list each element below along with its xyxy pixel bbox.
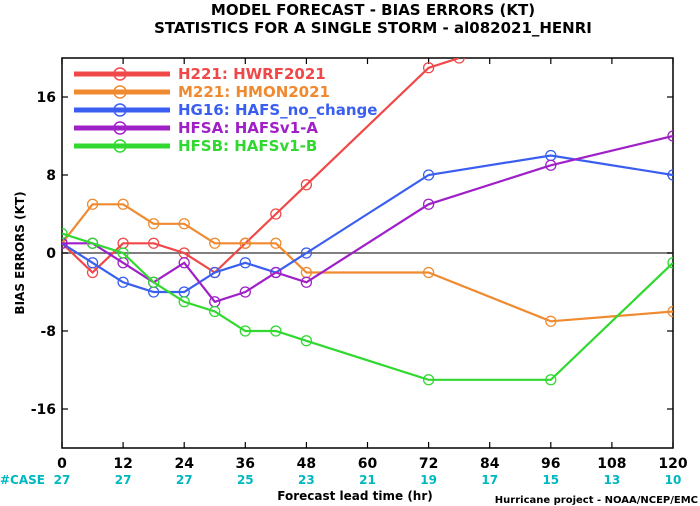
data-point [300, 247, 313, 259]
data-point [178, 257, 190, 269]
case-counts: 27 27 27 25 23 21 19 17 15 13 10 [54, 473, 682, 487]
series-line [62, 134, 673, 304]
series-line [62, 232, 673, 381]
legend-label: H221: HWRF2021 [178, 65, 326, 83]
x-tick-label: 108 [597, 456, 626, 472]
data-point [86, 237, 99, 249]
data-point [300, 276, 313, 288]
x-tick-label: 96 [541, 456, 560, 472]
case-count: 10 [665, 473, 682, 487]
x-tick-label: 60 [358, 456, 378, 472]
series-2 [62, 149, 673, 298]
data-point [453, 58, 465, 64]
case-count: 27 [54, 473, 71, 487]
series-line [62, 154, 673, 294]
y-tick-label: 16 [37, 90, 56, 106]
x-tick-label: 72 [419, 456, 438, 472]
data-point [147, 218, 160, 230]
chart-subtitle: STATISTICS FOR A SINGLE STORM - al082021… [154, 19, 592, 37]
credit-text: Hurricane project - NOAA/NCEP/EMC [495, 495, 698, 506]
data-point [545, 159, 557, 171]
y-tick-label: 8 [46, 168, 56, 184]
data-point [209, 266, 221, 279]
x-tick-label: 48 [297, 456, 316, 472]
x-tick-label: 120 [658, 456, 687, 472]
case-count: 19 [420, 473, 437, 487]
data-point [178, 296, 190, 308]
data-point [270, 325, 282, 337]
data-point [117, 276, 129, 288]
x-tick-label: 0 [57, 456, 67, 472]
case-count: 17 [481, 473, 498, 487]
data-point [239, 286, 251, 298]
legend-label: HFSB: HAFSv1-B [178, 137, 317, 155]
data-point [300, 335, 313, 347]
series-line [62, 203, 673, 323]
x-tick-label: 36 [236, 456, 255, 472]
case-count: 27 [176, 473, 193, 487]
case-count: 23 [298, 473, 315, 487]
legend-marker [113, 85, 127, 99]
series-3 [62, 130, 673, 308]
legend-marker [113, 121, 127, 135]
y-tick-label: 0 [46, 246, 56, 262]
case-label: #CASE [0, 473, 45, 487]
legend-marker [113, 67, 127, 81]
legend-label: M221: HMON2021 [178, 83, 330, 101]
data-point [422, 62, 435, 74]
data-point [667, 130, 673, 142]
data-point [147, 237, 160, 249]
data-point [270, 266, 282, 279]
data-point [117, 247, 129, 259]
data-point [147, 276, 160, 288]
legend-label: HFSA: HAFSv1-A [178, 119, 318, 137]
data-point [270, 237, 282, 249]
data-point [422, 266, 435, 279]
data-point [86, 198, 99, 210]
data-point [62, 227, 68, 240]
chart-title: MODEL FORECAST - BIAS ERRORS (KT) [211, 1, 535, 19]
data-point [422, 198, 435, 210]
series-4 [62, 227, 673, 386]
axis-ticks: 0 12 24 36 48 60 72 84 96 108 120 -16 -8 0 8 16 [31, 58, 688, 472]
data-point [422, 169, 435, 181]
case-count: 15 [542, 473, 559, 487]
x-tick-label: 84 [480, 456, 500, 472]
legend-marker [113, 139, 127, 153]
case-count: 21 [359, 473, 376, 487]
data-point [178, 218, 190, 230]
case-count: 13 [604, 473, 621, 487]
data-point [300, 179, 313, 191]
x-tick-label: 24 [174, 456, 194, 472]
data-point [209, 305, 221, 318]
data-point [239, 325, 251, 337]
data-point [86, 257, 99, 269]
case-count: 25 [237, 473, 254, 487]
data-point [545, 315, 557, 327]
y-tick-label: -8 [40, 324, 56, 340]
data-point [422, 374, 435, 386]
data-point [667, 305, 673, 318]
legend-label: HG16: HAFS_no_change [178, 101, 377, 119]
case-count: 27 [115, 473, 132, 487]
series-layer [62, 58, 673, 386]
data-point [117, 198, 129, 210]
legend-marker [113, 103, 127, 117]
x-tick-label: 12 [113, 456, 132, 472]
data-point [209, 237, 221, 249]
series-1 [62, 198, 673, 327]
data-point [545, 374, 557, 386]
data-point [239, 257, 251, 269]
x-axis-label: Forecast lead time (hr) [277, 489, 433, 503]
data-point [270, 208, 282, 220]
data-point [667, 257, 673, 269]
data-point [239, 237, 251, 249]
y-axis-label: BIAS ERRORS (KT) [13, 191, 27, 314]
y-tick-label: -16 [31, 402, 56, 418]
data-point [62, 237, 68, 249]
data-point [667, 169, 673, 181]
